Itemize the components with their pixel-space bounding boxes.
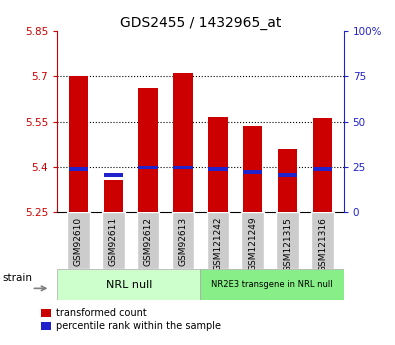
- Text: GSM92612: GSM92612: [143, 217, 152, 266]
- FancyBboxPatch shape: [311, 212, 334, 269]
- FancyBboxPatch shape: [201, 269, 344, 300]
- Text: GSM121249: GSM121249: [248, 217, 258, 272]
- Text: GSM92610: GSM92610: [74, 217, 83, 266]
- FancyBboxPatch shape: [207, 212, 229, 269]
- Bar: [243, 170, 262, 174]
- Bar: [69, 167, 88, 171]
- Bar: [278, 149, 297, 212]
- FancyBboxPatch shape: [102, 212, 124, 269]
- Text: GSM121316: GSM121316: [318, 217, 327, 272]
- Bar: [173, 166, 193, 169]
- Text: GSM92613: GSM92613: [179, 217, 188, 266]
- Text: GSM121315: GSM121315: [283, 217, 292, 272]
- Bar: [313, 118, 332, 212]
- Text: GSM92611: GSM92611: [109, 217, 118, 266]
- Legend: transformed count, percentile rank within the sample: transformed count, percentile rank withi…: [40, 307, 222, 332]
- Bar: [243, 126, 262, 212]
- Bar: [103, 173, 123, 177]
- Bar: [313, 167, 332, 171]
- Bar: [139, 88, 158, 212]
- FancyBboxPatch shape: [137, 212, 160, 269]
- Bar: [69, 76, 88, 212]
- Text: GSM121242: GSM121242: [213, 217, 222, 271]
- Text: NRL null: NRL null: [106, 280, 152, 289]
- Bar: [208, 167, 228, 171]
- Bar: [103, 180, 123, 212]
- FancyBboxPatch shape: [172, 212, 194, 269]
- Title: GDS2455 / 1432965_at: GDS2455 / 1432965_at: [120, 16, 281, 30]
- Bar: [278, 173, 297, 177]
- FancyBboxPatch shape: [67, 212, 90, 269]
- Text: strain: strain: [3, 273, 33, 283]
- FancyBboxPatch shape: [276, 212, 299, 269]
- FancyBboxPatch shape: [241, 212, 264, 269]
- Bar: [173, 73, 193, 212]
- Bar: [139, 166, 158, 169]
- Text: NR2E3 transgene in NRL null: NR2E3 transgene in NRL null: [211, 280, 333, 289]
- FancyBboxPatch shape: [57, 269, 201, 300]
- Bar: [208, 117, 228, 212]
